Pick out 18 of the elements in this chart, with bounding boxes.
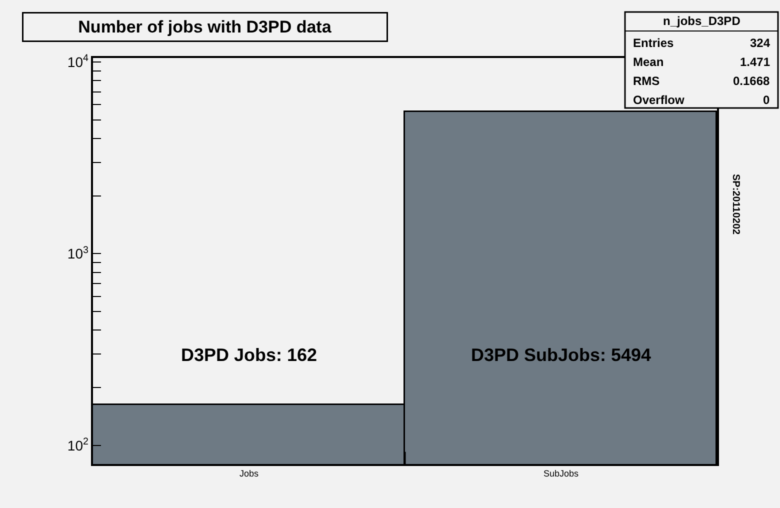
x-tick-label: SubJobs [543, 468, 580, 479]
text: 0 [763, 93, 770, 107]
annotation: D3PD SubJobs: 5494 [471, 345, 652, 365]
annotation: RMS [633, 74, 660, 88]
annotation: Overflow [633, 93, 686, 107]
y-tick-label: 10$^{3}$ [67, 244, 89, 262]
chart-title: Number of jobs with D3PD data [78, 18, 332, 36]
text: 0.1668 [733, 74, 770, 88]
text: n_jobs_D3PD [663, 14, 741, 28]
x-tick-label: Jobs [239, 468, 260, 479]
text: SP:20110202 [730, 174, 741, 236]
y-tick-label: 10$^{2}$ [67, 436, 88, 454]
text: Entries [633, 36, 674, 50]
annotation: Mean [633, 55, 664, 69]
annotation: D3PD Jobs: 162 [181, 345, 318, 365]
text: 324 [750, 36, 770, 50]
y-tick-label: 10$^{4}$ [67, 53, 89, 70]
text: 1.471 [740, 55, 770, 69]
